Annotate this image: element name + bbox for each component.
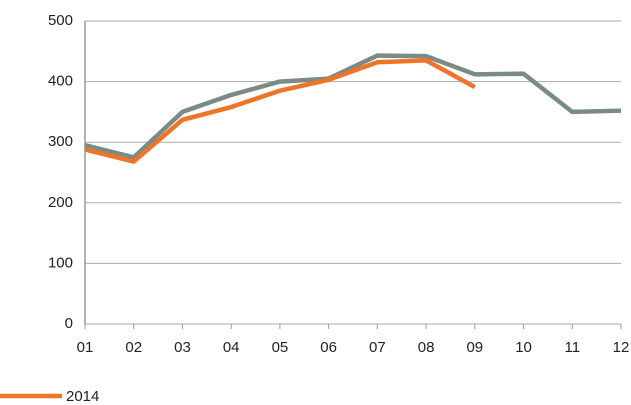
x-tick-label: 09	[466, 339, 483, 356]
x-tick-label: 07	[369, 339, 386, 356]
x-tick-label: 10	[515, 339, 532, 356]
legend-label: 2014	[66, 388, 99, 405]
y-tick-label: 200	[48, 194, 73, 211]
y-tick-label: 100	[48, 254, 73, 271]
x-tick-label: 05	[272, 339, 289, 356]
x-tick-label: 03	[174, 339, 191, 356]
x-tick-label: 02	[125, 339, 142, 356]
series-line	[84, 53, 622, 160]
series-line	[84, 58, 476, 164]
x-tick-label: 06	[320, 339, 337, 356]
y-tick-label: 500	[48, 12, 73, 29]
y-tick-label: 0	[65, 315, 73, 332]
y-tick-label: 300	[48, 133, 73, 150]
x-tick-label: 04	[223, 339, 240, 356]
y-tick-label: 400	[48, 73, 73, 90]
x-tick-label: 01	[77, 339, 94, 356]
x-tick-label: 12	[613, 339, 630, 356]
x-tick-label: 11	[564, 339, 580, 356]
x-tick-label: 08	[418, 339, 435, 356]
